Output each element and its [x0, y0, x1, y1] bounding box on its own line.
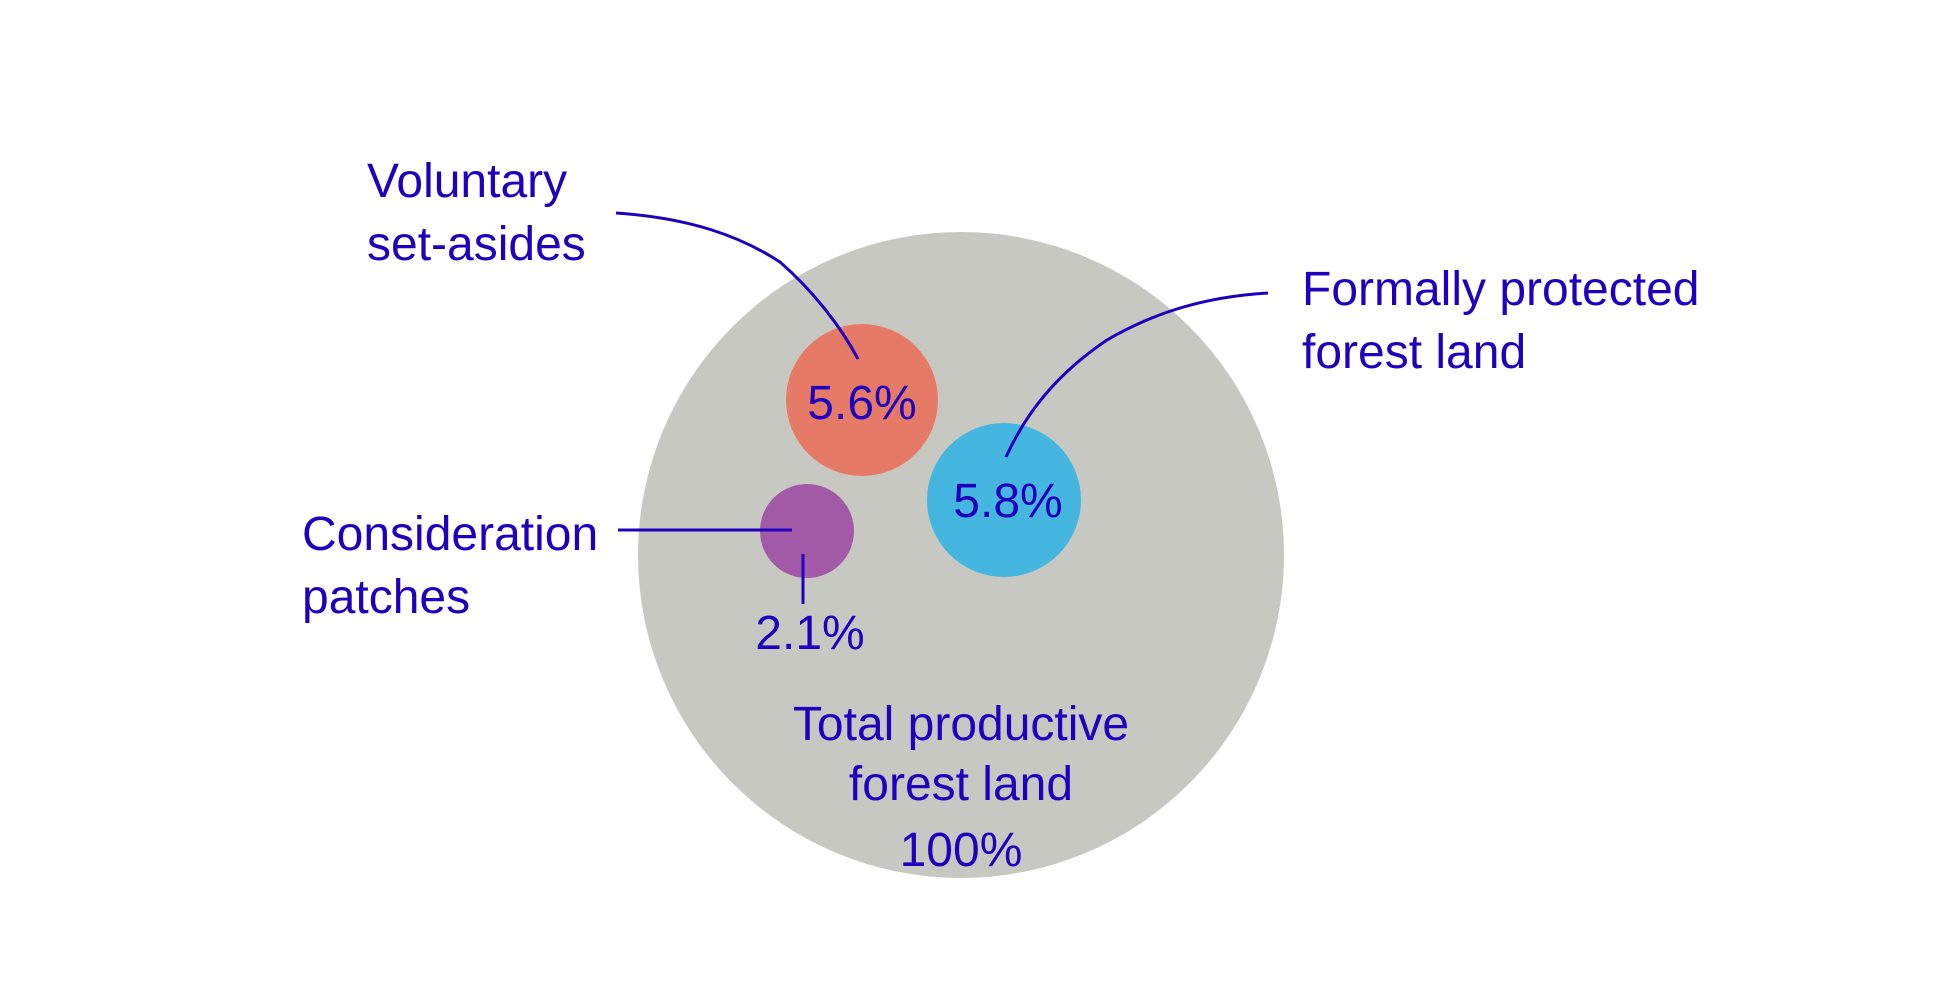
voluntary-value: 5.6%: [807, 377, 917, 430]
consideration-value: 2.1%: [755, 607, 865, 660]
consideration-patches-circle: [760, 484, 854, 578]
total-label-line2: forest land: [848, 758, 1074, 811]
voluntary-label-line1: Voluntary: [367, 155, 568, 208]
voluntary-set-asides-label: Voluntary set-asides: [367, 150, 586, 276]
formally-protected-label: Formally protected forest land: [1302, 258, 1699, 384]
formal-value: 5.8%: [953, 475, 1063, 528]
formal-label-line2: forest land: [1302, 326, 1527, 379]
formally-protected-circle: [927, 423, 1081, 577]
total-forest-label: Total productive forest land 100%: [761, 695, 1161, 887]
consideration-label-line2: patches: [302, 571, 471, 624]
voluntary-leader-line: [615, 211, 860, 360]
total-value: 100%: [899, 824, 1023, 877]
consideration-patches-label: Consideration patches: [302, 503, 598, 629]
formal-leader-line: [1004, 291, 1269, 458]
voluntary-set-asides-circle: [786, 324, 938, 476]
formal-label-line1: Formally protected: [1302, 263, 1700, 316]
total-label-line1: Total productive: [792, 698, 1130, 751]
voluntary-label-line2: set-asides: [367, 218, 586, 271]
consideration-label-line1: Consideration: [302, 508, 599, 561]
